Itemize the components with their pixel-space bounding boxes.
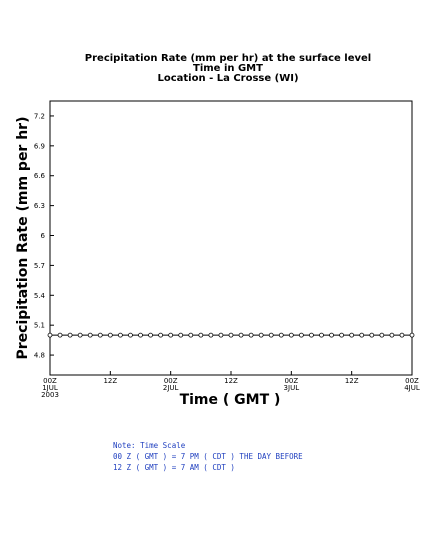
x-tick-label: 00Z [405, 377, 419, 385]
y-tick-label: 4.8 [34, 352, 45, 360]
x-tick-label: 00Z [284, 377, 298, 385]
data-point-marker [47, 332, 53, 338]
data-point-marker [228, 332, 234, 338]
data-point-marker [359, 332, 365, 338]
data-point-marker [298, 332, 304, 338]
data-point-marker [329, 332, 334, 338]
x-tick-label: 12Z [103, 377, 117, 385]
data-point-marker [218, 332, 224, 338]
data-point-marker [188, 332, 194, 338]
y-tick-label: 5.7 [34, 262, 45, 270]
x-tick-label: 00Z [43, 377, 57, 385]
x-tick-date-label: 3JUL [284, 384, 300, 392]
x-tick-year-label: 2003 [41, 391, 59, 399]
x-tick-date-label: 1JUL [42, 384, 58, 392]
title-line-2: Time in GMT [193, 63, 263, 74]
data-point-marker [138, 332, 143, 338]
data-point-marker [409, 332, 415, 338]
data-point-marker [77, 332, 83, 338]
x-axis-title: Time ( GMT ) [180, 392, 281, 408]
y-tick-label: 6.6 [34, 172, 46, 180]
y-tick-label: 5.4 [34, 292, 46, 300]
data-point-marker [278, 332, 284, 338]
data-point-marker [399, 332, 405, 338]
data-point-marker [349, 332, 355, 338]
data-point-marker [87, 332, 93, 338]
y-axis-ticks: 4.8 5.1 5.4 5.7 6 6.3 6.6 6.9 7.2 [34, 112, 54, 360]
data-point-marker [288, 332, 294, 338]
data-point-marker [268, 332, 274, 338]
y-tick-label: 6 [41, 232, 46, 240]
x-tick-label: 12Z [224, 377, 238, 385]
title-line-1: Precipitation Rate (mm per hr) at the su… [85, 53, 371, 64]
data-point-marker [319, 332, 324, 338]
data-point-marker [57, 332, 63, 338]
data-point-marker [117, 332, 123, 338]
y-tick-label: 6.9 [34, 142, 45, 150]
x-tick-label: 12Z [345, 377, 359, 385]
data-point-marker [339, 332, 345, 338]
note-line-1: Note: Time Scale [113, 441, 186, 450]
data-point-marker [128, 332, 133, 338]
note-line-3: 12 Z ( GMT ) = 7 AM ( CDT ) [113, 463, 235, 472]
data-point-marker [309, 332, 314, 338]
data-point-marker [379, 332, 385, 338]
data-point-marker [208, 332, 214, 338]
data-point-marker [198, 332, 204, 338]
data-point-marker [158, 332, 164, 338]
time-scale-note: Note: Time Scale 00 Z ( GMT ) = 7 PM ( C… [113, 440, 303, 473]
x-tick-label: 00Z [164, 377, 178, 385]
data-point-marker [369, 332, 375, 338]
data-point-marker [248, 332, 254, 338]
data-point-marker [107, 332, 113, 338]
data-point-marker [97, 332, 103, 338]
y-tick-label: 5.1 [34, 322, 45, 330]
data-point-marker [148, 332, 153, 338]
data-point-marker [178, 332, 184, 338]
y-tick-label: 7.2 [34, 112, 45, 120]
data-point-marker [67, 332, 73, 338]
data-point-marker [389, 332, 395, 338]
x-tick-date-label: 4JUL [404, 384, 420, 392]
data-point-marker [258, 332, 264, 338]
title-line-3: Location - La Crosse (WI) [157, 73, 298, 84]
y-tick-label: 6.3 [34, 202, 45, 210]
series-group [47, 332, 415, 338]
data-point-marker [238, 332, 244, 338]
note-line-2: 00 Z ( GMT ) = 7 PM ( CDT ) THE DAY BEFO… [113, 452, 303, 461]
chart-title: Precipitation Rate (mm per hr) at the su… [85, 53, 371, 84]
data-point-marker [168, 332, 174, 338]
y-axis-title: Precipitation Rate (mm per hr) [15, 117, 31, 360]
x-tick-date-label: 2JUL [163, 384, 179, 392]
